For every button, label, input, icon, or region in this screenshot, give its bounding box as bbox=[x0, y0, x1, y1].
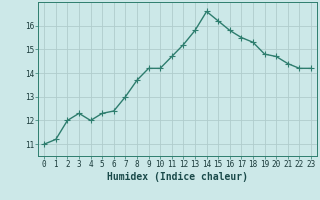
X-axis label: Humidex (Indice chaleur): Humidex (Indice chaleur) bbox=[107, 172, 248, 182]
